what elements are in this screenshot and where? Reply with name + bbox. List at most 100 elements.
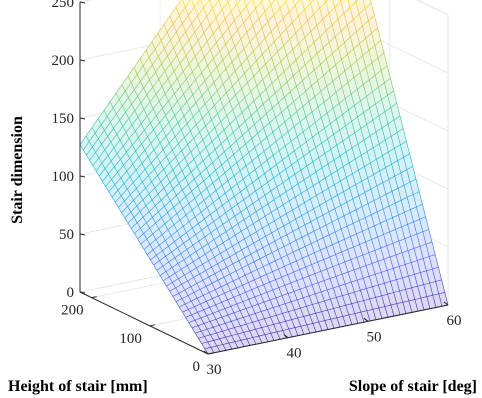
surface-cell <box>193 110 203 125</box>
surface-cell <box>363 0 372 9</box>
surface-cell <box>171 231 181 242</box>
surface-cell <box>177 94 187 109</box>
surface-cell <box>200 168 210 181</box>
surface-cell <box>174 63 184 79</box>
surface-cell <box>270 141 280 156</box>
surface-cell <box>214 99 224 114</box>
surface-cell <box>140 94 150 110</box>
surface-cell <box>118 201 128 213</box>
surface-cell <box>150 136 160 150</box>
surface-cell <box>205 119 215 134</box>
surface-cell <box>110 134 120 148</box>
surface-cell <box>128 67 138 83</box>
surface-cell <box>111 153 121 167</box>
surface-cell <box>168 241 178 252</box>
surface-cell <box>108 147 118 162</box>
surface-cell <box>188 7 198 24</box>
surface-cell <box>154 162 164 176</box>
surface-cell <box>237 22 247 40</box>
surface-cell <box>158 48 168 64</box>
surface-cell <box>118 183 128 196</box>
surface-cell <box>152 33 162 49</box>
surface-cell <box>139 187 149 200</box>
surface-cell <box>174 108 184 123</box>
surface-cell <box>149 72 159 88</box>
surface-cell <box>317 47 327 65</box>
surface-cell <box>258 173 268 187</box>
surface-cell <box>134 102 144 118</box>
surface-cell <box>149 205 159 218</box>
surface-cell <box>153 245 163 256</box>
surface-cell <box>138 130 148 144</box>
surface-cell <box>185 191 195 204</box>
surface-cell <box>148 149 158 163</box>
surface-cell <box>170 176 180 189</box>
surface-cell <box>89 152 99 166</box>
surface-cell <box>130 188 140 201</box>
surface-cell <box>136 199 146 212</box>
surface-cell <box>122 76 132 92</box>
surface-cell <box>214 121 224 136</box>
surface-cell <box>191 15 201 33</box>
surface-cell <box>156 86 166 102</box>
surface-cell <box>167 207 177 219</box>
surface-cell <box>160 271 170 281</box>
surface-cell <box>161 55 171 72</box>
surface-cell <box>232 223 242 236</box>
surface-cell <box>152 56 162 72</box>
surface-cell <box>196 139 206 154</box>
surface-cell <box>232 55 242 71</box>
surface-cell <box>161 194 171 207</box>
surface-cell <box>267 155 277 169</box>
surface-cell <box>220 92 230 108</box>
surface-cell <box>278 121 288 137</box>
surface-cell <box>161 212 171 224</box>
surface-cell <box>124 211 134 224</box>
surface-cell <box>134 81 144 97</box>
surface-cell <box>284 116 294 132</box>
surface-cell <box>231 3 241 21</box>
surface-cell <box>128 110 138 125</box>
surface-cell <box>116 84 126 100</box>
surface-cell <box>135 143 145 158</box>
surface-cell <box>154 181 164 194</box>
surface-cell <box>167 188 177 201</box>
surface-cell <box>147 129 157 144</box>
surface-cell <box>151 156 161 170</box>
surface-cell <box>332 0 341 8</box>
surface-cell <box>119 112 129 127</box>
surface-cell <box>101 116 111 131</box>
surface-cell <box>316 19 326 37</box>
surface-cell <box>208 105 218 120</box>
surface-mesh <box>79 0 449 355</box>
surface-cell <box>162 101 172 116</box>
surface-cell <box>293 70 303 87</box>
surface-cell <box>217 84 227 99</box>
surface-cell <box>199 103 209 119</box>
surface-cell <box>153 122 163 137</box>
surface-cell <box>226 86 236 102</box>
surface-cell <box>186 48 196 64</box>
surface-cell <box>146 41 156 58</box>
surface-cell <box>142 193 152 206</box>
surface-cell <box>114 159 124 173</box>
surface-cell <box>144 143 154 157</box>
surface-cell <box>160 136 170 150</box>
surface-cell <box>104 101 114 117</box>
surface-cell <box>163 163 173 176</box>
surface-cell <box>134 228 144 239</box>
surface-cell <box>114 140 124 154</box>
surface-cell <box>194 24 204 41</box>
surface-cell <box>159 240 169 251</box>
surface-cell <box>216 60 226 76</box>
surface-cell <box>308 42 318 60</box>
surface-cell <box>180 55 190 72</box>
surface-cell <box>174 237 184 248</box>
surface-cell <box>108 184 118 197</box>
surface-cell <box>122 118 132 133</box>
surface-cell <box>131 222 141 234</box>
surface-cell <box>143 57 153 73</box>
surface-cell <box>176 47 186 64</box>
surface-cell <box>110 93 120 108</box>
surface-cell <box>157 149 167 163</box>
